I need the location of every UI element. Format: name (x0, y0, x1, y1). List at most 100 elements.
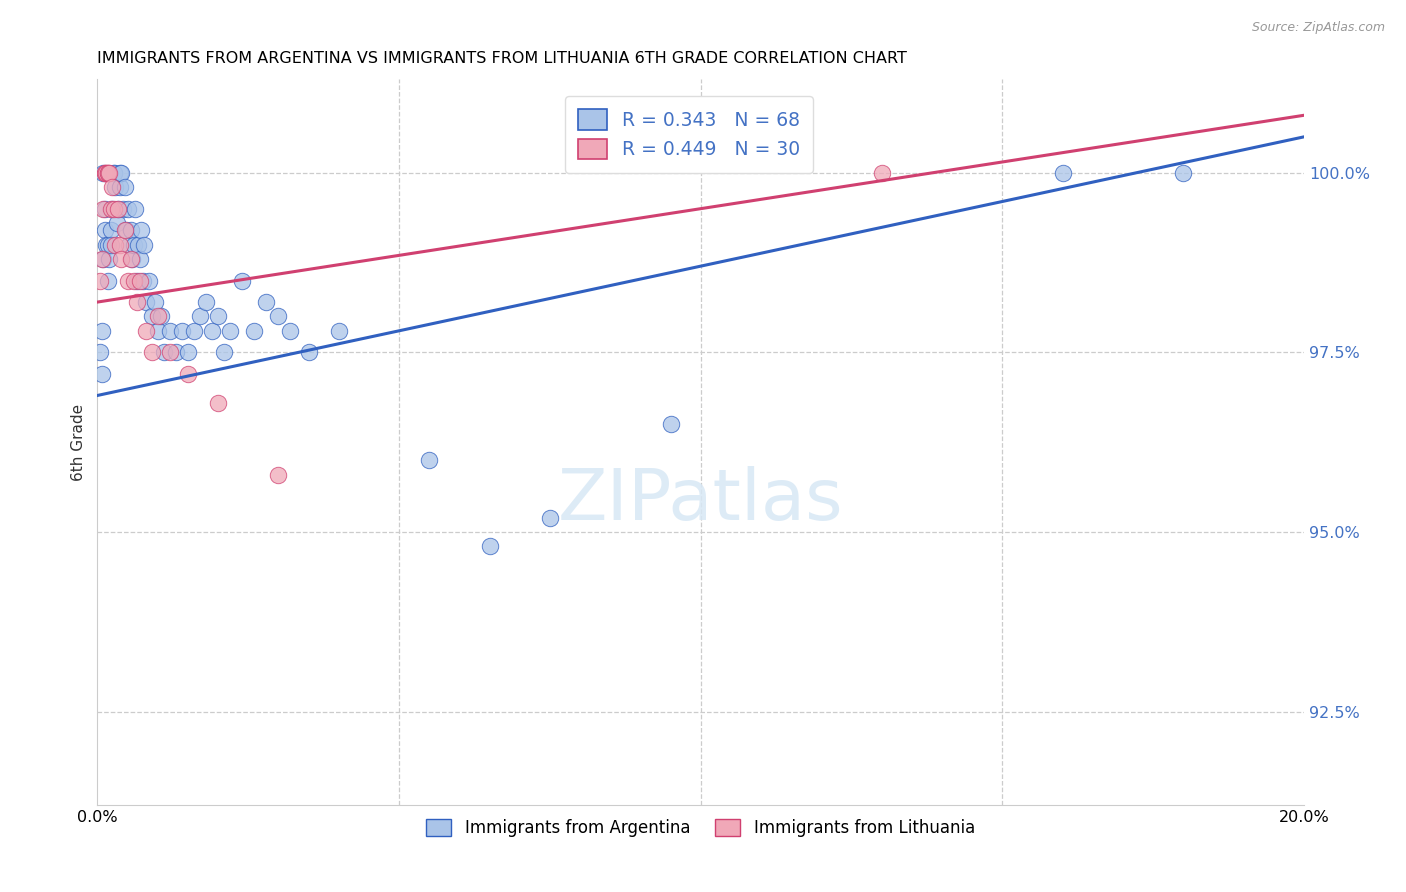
Point (267, 467, 290, 482)
Point (91, 324, 114, 338)
Point (94, 166, 117, 180)
Point (91, 252, 114, 266)
Point (111, 202, 134, 216)
Point (97, 166, 120, 180)
Point (108, 180, 131, 194)
Point (101, 202, 124, 216)
Point (183, 324, 205, 338)
Point (146, 310, 169, 324)
Text: Source: ZipAtlas.com: Source: ZipAtlas.com (1251, 21, 1385, 34)
Point (201, 324, 224, 338)
Point (478, 540, 501, 554)
Point (125, 295, 148, 310)
Point (194, 295, 217, 310)
Point (128, 252, 150, 266)
Point (125, 273, 148, 287)
Point (118, 237, 141, 252)
Point (297, 345, 319, 359)
Point (93, 223, 115, 237)
Point (170, 324, 193, 338)
Point (96, 166, 118, 180)
Point (107, 202, 129, 216)
Point (131, 223, 153, 237)
Point (122, 237, 145, 252)
Point (103, 166, 125, 180)
Point (110, 237, 132, 252)
Point (114, 180, 136, 194)
Point (124, 202, 146, 216)
Point (219, 324, 242, 338)
Point (110, 166, 132, 180)
Point (104, 180, 127, 194)
Point (870, 166, 893, 180)
Point (120, 252, 142, 266)
Point (177, 367, 200, 381)
Point (418, 453, 440, 467)
Point (188, 310, 211, 324)
Point (128, 273, 150, 287)
Point (141, 310, 163, 324)
Point (127, 237, 149, 252)
Point (100, 237, 122, 252)
Point (101, 180, 124, 194)
Point (267, 310, 290, 324)
Point (105, 216, 128, 230)
Point (97, 166, 120, 180)
Point (143, 295, 166, 310)
Point (98, 252, 121, 266)
Point (100, 223, 122, 237)
Point (110, 166, 132, 180)
Point (120, 223, 142, 237)
Point (103, 166, 125, 180)
Point (104, 237, 127, 252)
Point (538, 510, 561, 524)
Legend: Immigrants from Argentina, Immigrants from Lithuania: Immigrants from Argentina, Immigrants fr… (420, 813, 981, 844)
Point (1173, 166, 1195, 180)
Point (141, 345, 163, 359)
Point (231, 273, 253, 287)
Text: ZIPatlas: ZIPatlas (558, 466, 844, 534)
Point (110, 252, 132, 266)
Point (97, 237, 120, 252)
Point (122, 273, 145, 287)
Point (93, 166, 115, 180)
Point (159, 345, 181, 359)
Point (97, 273, 120, 287)
Point (135, 295, 157, 310)
Point (131, 273, 153, 287)
Point (117, 202, 139, 216)
Point (280, 324, 302, 338)
Point (212, 345, 235, 359)
Point (114, 223, 136, 237)
Point (89, 345, 111, 359)
Point (177, 345, 200, 359)
Y-axis label: 6th Grade: 6th Grade (72, 403, 86, 481)
Point (107, 202, 129, 216)
Point (93, 252, 115, 266)
Point (254, 295, 277, 310)
Point (165, 345, 187, 359)
Point (138, 273, 160, 287)
Point (149, 310, 172, 324)
Point (100, 202, 122, 216)
Point (328, 324, 350, 338)
Point (103, 202, 125, 216)
Point (89, 273, 111, 287)
Text: IMMIGRANTS FROM ARGENTINA VS IMMIGRANTS FROM LITHUANIA 6TH GRADE CORRELATION CHA: IMMIGRANTS FROM ARGENTINA VS IMMIGRANTS … (97, 51, 907, 66)
Point (93, 166, 115, 180)
Point (1052, 166, 1074, 180)
Point (98, 166, 121, 180)
Point (94, 202, 117, 216)
Point (134, 237, 156, 252)
Point (146, 324, 169, 338)
Point (659, 417, 682, 432)
Point (117, 273, 139, 287)
Point (135, 324, 157, 338)
Point (90, 367, 112, 381)
Point (114, 223, 136, 237)
Point (159, 324, 181, 338)
Point (96, 237, 118, 252)
Point (152, 345, 174, 359)
Point (243, 324, 266, 338)
Point (207, 310, 229, 324)
